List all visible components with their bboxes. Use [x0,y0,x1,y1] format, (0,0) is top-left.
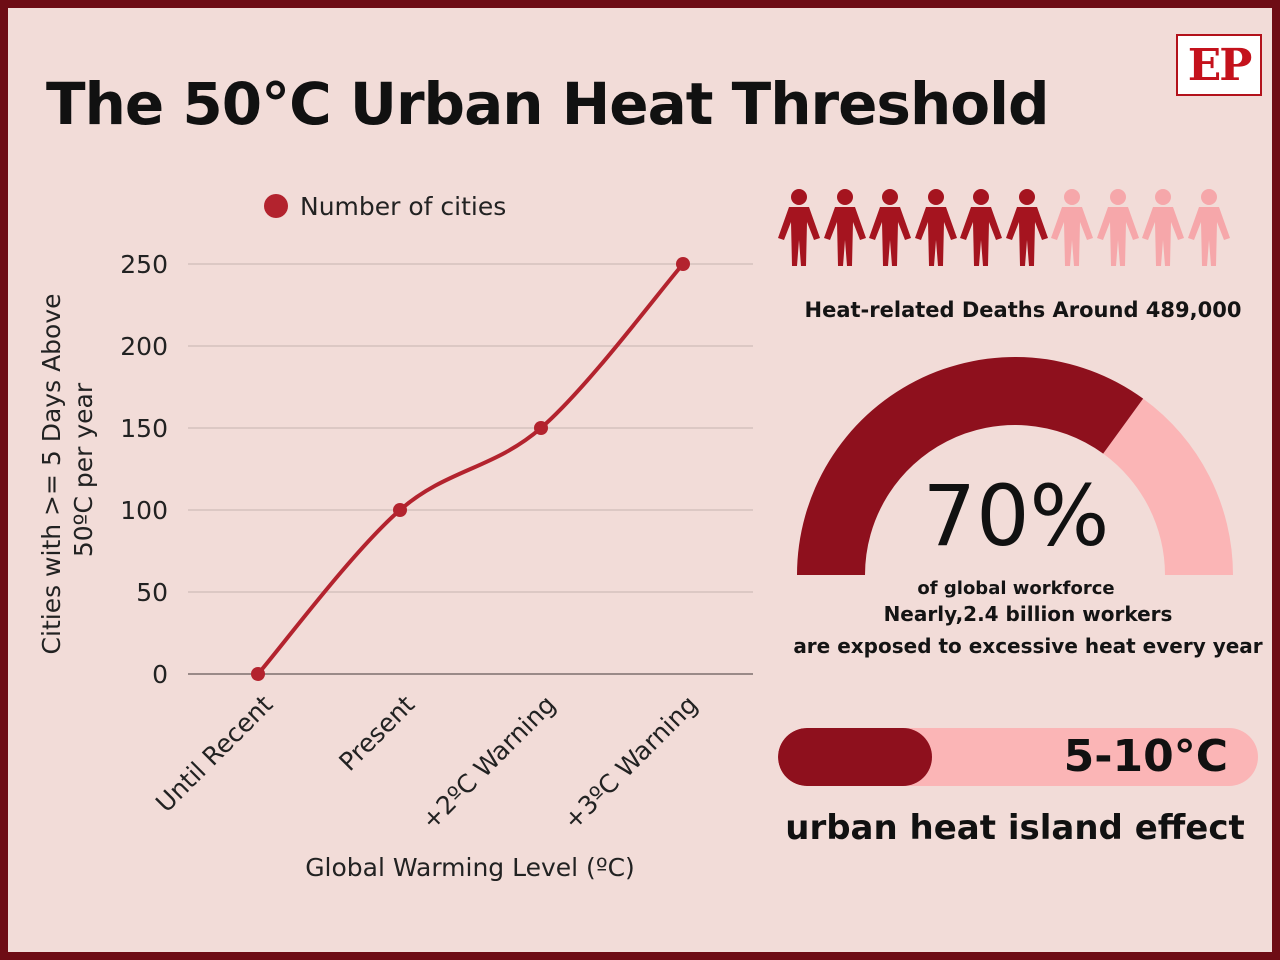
y-tick-label: 50 [136,578,168,607]
legend-marker [264,194,288,218]
workers-line-1: Nearly,2.4 billion workers [883,602,1173,626]
page-title: The 50°C Urban Heat Threshold [46,70,1049,138]
person-icon [1095,188,1141,272]
x-tick-label: Present [333,690,420,777]
y-axis-label-line-2: 50ºC per year [69,382,98,557]
logo-text: EP [1187,39,1253,91]
data-point [676,257,690,271]
series-line [256,262,685,676]
person-icon [913,188,959,272]
data-points [251,257,690,681]
workforce-gauge [797,357,1233,575]
y-axis-label-line-1: Cities with >= 5 Days Above [37,293,66,654]
data-point [534,421,548,435]
person-icon [776,188,822,272]
person-icon [1049,188,1095,272]
person-icon [1140,188,1186,272]
y-tick-label: 250 [120,250,168,279]
heat-island-value: 5-10°C [1063,731,1228,782]
person-icon [958,188,1004,272]
legend: Number of cities [264,192,506,221]
data-point [251,667,265,681]
x-axis-label: Global Warming Level (ºC) [305,853,635,882]
person-icon [867,188,913,272]
gauge-remaining-segment [1103,398,1233,575]
x-tick-label: +3ºC Warning [558,690,704,836]
gauge-percent-value: 70% [922,467,1110,565]
x-tick-label: +2ºC Warning [416,690,562,836]
x-tick-label: Until Recent [150,690,278,818]
gauge-caption: of global workforce [917,578,1115,599]
people-icon-row [776,188,1236,268]
person-icon [822,188,868,272]
heat-island-label: urban heat island effect [785,808,1245,848]
y-tick-label: 200 [120,332,168,361]
gauge-filled-segment [797,357,1144,575]
ep-logo: EP [1176,34,1262,96]
y-tick-labels: 0 50 100 150 200 250 [120,250,168,689]
person-icon [1186,188,1232,272]
legend-label: Number of cities [300,192,506,221]
line-chart: 0 50 100 150 200 250 Until Recent Present+2ºC … [37,192,753,882]
heat-island-bar-fill [778,728,932,786]
y-tick-label: 150 [120,414,168,443]
x-tick-labels: Until Recent Present+2ºC Warning+3ºC Warn… [150,690,703,836]
deaths-label: Heat-related Deaths Around 489,000 [804,298,1242,322]
heat-island-bar: 5-10°C [778,728,1258,786]
person-icon [1004,188,1050,272]
y-tick-label: 0 [152,660,168,689]
gridlines [188,263,753,675]
data-point [393,503,407,517]
y-axis-label: Cities with >= 5 Days Above 50ºC per yea… [37,286,98,655]
y-tick-label: 100 [120,496,168,525]
workers-line-2: are exposed to excessive heat every year [793,634,1263,658]
